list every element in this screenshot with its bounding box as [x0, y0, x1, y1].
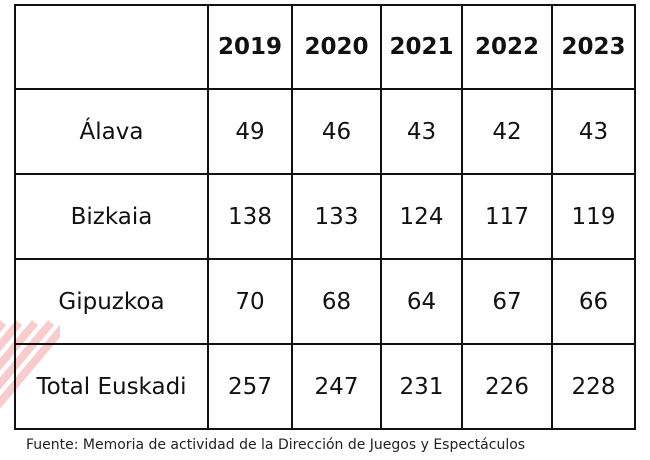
table-cell: 66	[551, 258, 636, 345]
table-cell: 67	[461, 258, 553, 345]
table-cell: 228	[551, 343, 636, 430]
header-cell-2021: 2021	[380, 4, 463, 90]
header-row: 2019 2020 2021 2022 2023	[14, 4, 636, 90]
table-cell: 49	[207, 88, 293, 175]
table-cell: 138	[207, 173, 293, 260]
row-label: Álava	[14, 88, 209, 175]
table-cell: 64	[380, 258, 463, 345]
data-table: 2019 2020 2021 2022 2023 Álava 49 46 43 …	[14, 4, 636, 430]
header-cell-2022: 2022	[461, 4, 553, 90]
table-cell: 257	[207, 343, 293, 430]
table-row-total: Total Euskadi 257 247 231 226 228	[14, 343, 636, 430]
row-label: Bizkaia	[14, 173, 209, 260]
header-cell-2019: 2019	[207, 4, 293, 90]
header-cell-empty	[14, 4, 209, 90]
table-cell: 133	[291, 173, 382, 260]
table-cell: 46	[291, 88, 382, 175]
table-cell: 42	[461, 88, 553, 175]
header-cell-2023: 2023	[551, 4, 636, 90]
table-cell: 247	[291, 343, 382, 430]
table-cell: 124	[380, 173, 463, 260]
table-cell: 119	[551, 173, 636, 260]
table-cell: 68	[291, 258, 382, 345]
row-label: Total Euskadi	[14, 343, 209, 430]
table-row-bizkaia: Bizkaia 138 133 124 117 119	[14, 173, 636, 260]
table-cell: 43	[551, 88, 636, 175]
row-label: Gipuzkoa	[14, 258, 209, 345]
table-cell: 226	[461, 343, 553, 430]
table-cell: 70	[207, 258, 293, 345]
header-cell-2020: 2020	[291, 4, 382, 90]
source-note: Fuente: Memoria de actividad de la Direc…	[26, 437, 526, 453]
table-row-gipuzkoa: Gipuzkoa 70 68 64 67 66	[14, 258, 636, 345]
table-cell: 231	[380, 343, 463, 430]
table-cell: 117	[461, 173, 553, 260]
table-row-alava: Álava 49 46 43 42 43	[14, 88, 636, 175]
table-cell: 43	[380, 88, 463, 175]
